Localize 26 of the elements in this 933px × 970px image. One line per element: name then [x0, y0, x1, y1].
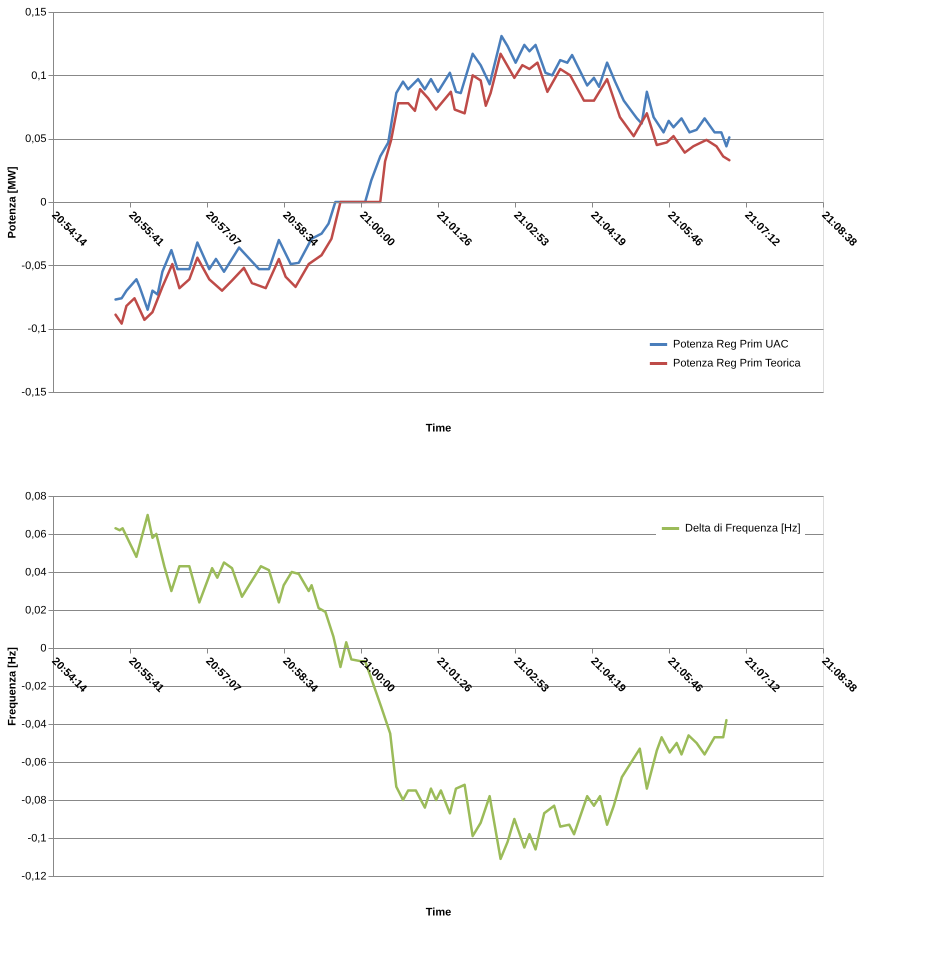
y-tick-label: -0,15: [21, 386, 46, 398]
y-axis-title: Potenza [MW]: [6, 166, 18, 239]
line-series: [114, 514, 728, 860]
y-tick-label: 0: [40, 196, 46, 208]
y-tick-label: 0,04: [25, 566, 46, 578]
legend-label: Potenza Reg Prim UAC: [673, 338, 789, 350]
x-axis-title: Time: [426, 906, 452, 918]
y-tick-label: 0,05: [25, 133, 46, 146]
y-tick-label: -0,05: [21, 260, 46, 272]
y-tick-label: -0,1: [28, 323, 46, 336]
y-tick-label: -0,06: [21, 756, 46, 768]
legend-label: Delta di Frequenza [Hz]: [685, 522, 801, 534]
y-axis-title: Frequenza [Hz]: [6, 646, 18, 726]
y-tick-label: 0,15: [25, 6, 46, 18]
y-tick-label: 0,06: [25, 528, 46, 540]
y-tick-label: -0,04: [21, 718, 46, 730]
y-tick-label: -0,12: [21, 870, 46, 882]
y-tick-label: -0,08: [21, 794, 46, 806]
y-tick-label: -0,02: [21, 680, 46, 692]
y-tick-label: 0,1: [31, 70, 46, 82]
y-tick-label: -0,1: [28, 832, 46, 844]
y-tick-label: 0: [40, 642, 46, 654]
y-tick-label: 0,02: [25, 604, 46, 616]
x-axis-title: Time: [426, 422, 452, 434]
y-tick-label: 0,08: [25, 490, 46, 502]
legend-label: Potenza Reg Prim Teorica: [673, 358, 802, 370]
